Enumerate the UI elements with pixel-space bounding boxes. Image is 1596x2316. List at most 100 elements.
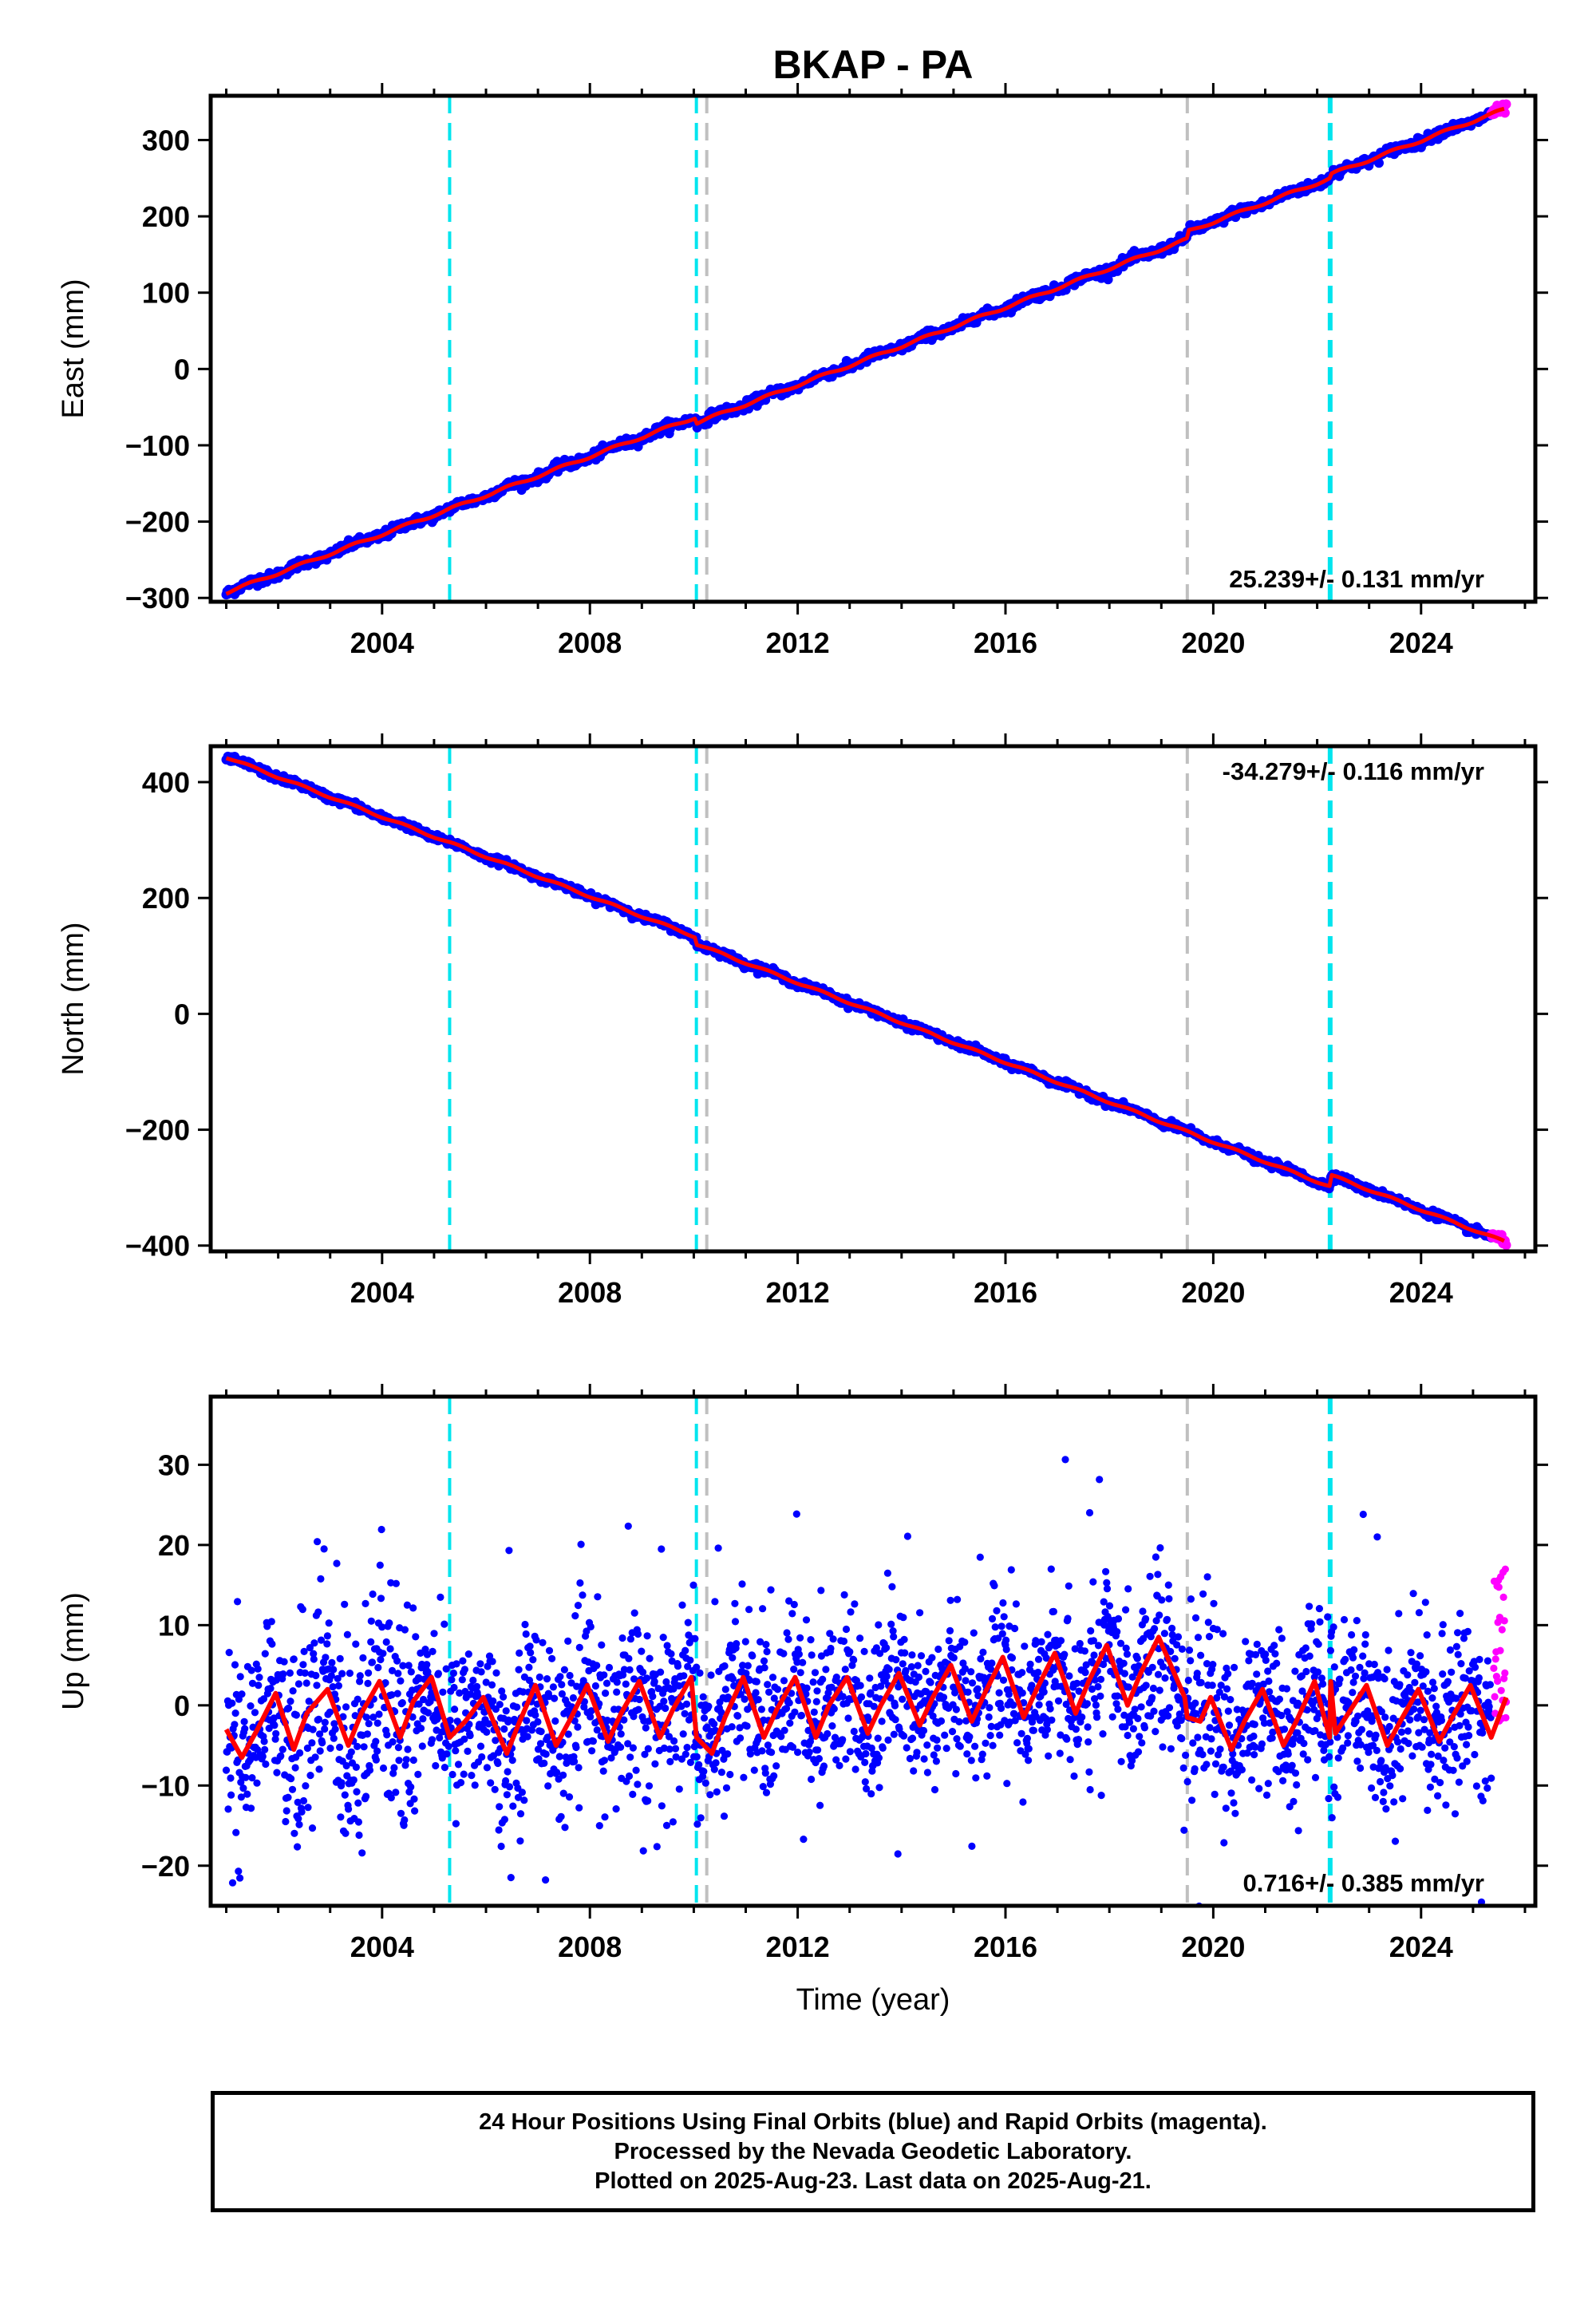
data-point	[407, 1783, 415, 1791]
data-point	[263, 1622, 271, 1630]
data-point	[448, 1770, 456, 1779]
data-point	[403, 1601, 411, 1609]
data-point	[641, 1750, 649, 1758]
x-tick-label: 2020	[1181, 1276, 1245, 1309]
data-point	[495, 1826, 503, 1834]
data-point	[920, 1755, 928, 1763]
data-point	[483, 1764, 492, 1772]
data-point	[294, 1815, 302, 1823]
data-point	[884, 1736, 892, 1744]
data-point	[766, 1780, 775, 1788]
y-axis-label-east: East (mm)	[57, 279, 90, 418]
data-point	[247, 1666, 255, 1674]
data-point	[374, 1663, 382, 1672]
data-point	[419, 1715, 427, 1723]
data-point	[899, 1660, 907, 1668]
data-point	[998, 1622, 1005, 1630]
data-point	[967, 1757, 975, 1765]
data-point	[417, 1725, 425, 1733]
data-point	[840, 1591, 848, 1599]
panel-east: 2004 2008 2012 2016 2020 2024−300−200−1000100…	[57, 83, 1548, 659]
data-point	[743, 1722, 751, 1730]
data-point	[425, 1709, 433, 1717]
data-point	[594, 1593, 602, 1601]
data-point	[579, 1591, 587, 1599]
data-point	[285, 1704, 293, 1712]
data-point	[999, 1599, 1007, 1607]
data-point	[602, 1690, 610, 1697]
data-point	[763, 1647, 771, 1656]
data-point	[466, 1732, 474, 1740]
data-point	[373, 1719, 381, 1727]
data-point	[996, 1731, 1004, 1739]
data-point	[1034, 1668, 1042, 1677]
data-point	[365, 1766, 374, 1774]
data-point	[553, 1769, 561, 1777]
data-point	[731, 1599, 739, 1607]
data-point	[342, 1703, 350, 1711]
data-point	[917, 1652, 926, 1660]
data-point	[488, 1658, 496, 1666]
data-point	[322, 1654, 330, 1662]
data-point	[228, 1879, 237, 1887]
data-point	[757, 1638, 764, 1646]
data-point	[557, 1812, 565, 1820]
data-point	[768, 1674, 777, 1682]
data-point	[746, 1750, 755, 1758]
data-point	[923, 1769, 931, 1777]
data-point	[310, 1650, 318, 1658]
data-point	[941, 1731, 949, 1739]
y-tick-label: 200	[142, 882, 190, 915]
data-point	[367, 1617, 375, 1625]
data-point	[300, 1647, 308, 1655]
data-point	[288, 1785, 297, 1793]
data-point	[315, 1765, 323, 1773]
data-point	[588, 1747, 596, 1755]
data-point	[653, 1843, 661, 1851]
data-point	[379, 1764, 388, 1773]
data-point	[314, 1538, 322, 1546]
data-point	[706, 1791, 714, 1799]
data-point	[452, 1747, 460, 1755]
data-point	[822, 1666, 830, 1674]
data-point	[662, 1704, 670, 1713]
series-final-north	[221, 751, 1496, 1243]
data-point	[759, 1783, 767, 1791]
data-point	[231, 1661, 239, 1669]
data-point	[860, 1647, 868, 1655]
y-tick-label: −200	[125, 506, 190, 539]
data-point	[643, 1632, 651, 1640]
data-point	[429, 1647, 437, 1655]
data-point	[639, 1668, 647, 1676]
data-point	[320, 1545, 328, 1553]
data-point	[595, 1822, 603, 1830]
data-point	[867, 1790, 875, 1798]
data-point	[638, 1647, 646, 1655]
data-point	[398, 1699, 406, 1707]
data-point	[452, 1820, 460, 1828]
data-point	[811, 1669, 820, 1677]
data-point	[593, 1726, 601, 1734]
data-point	[913, 1749, 921, 1757]
data-point	[903, 1532, 911, 1540]
data-point	[658, 1545, 666, 1553]
data-point	[338, 1670, 346, 1678]
data-point	[675, 1785, 683, 1793]
data-point	[953, 1735, 961, 1743]
data-point	[444, 1742, 452, 1750]
data-point	[803, 1684, 811, 1692]
data-point	[310, 1655, 318, 1663]
data-point	[832, 1674, 840, 1682]
data-point	[460, 1770, 468, 1778]
data-point	[875, 1784, 883, 1792]
data-point	[1026, 1660, 1034, 1668]
data-point	[1003, 1780, 1011, 1788]
data-point	[451, 1705, 459, 1713]
data-point	[341, 1600, 349, 1608]
data-point	[831, 1733, 839, 1741]
x-tick-label: 2024	[1389, 1276, 1453, 1309]
y-tick-label: 300	[142, 124, 190, 156]
data-point	[612, 1805, 620, 1813]
data-point	[446, 1717, 454, 1725]
